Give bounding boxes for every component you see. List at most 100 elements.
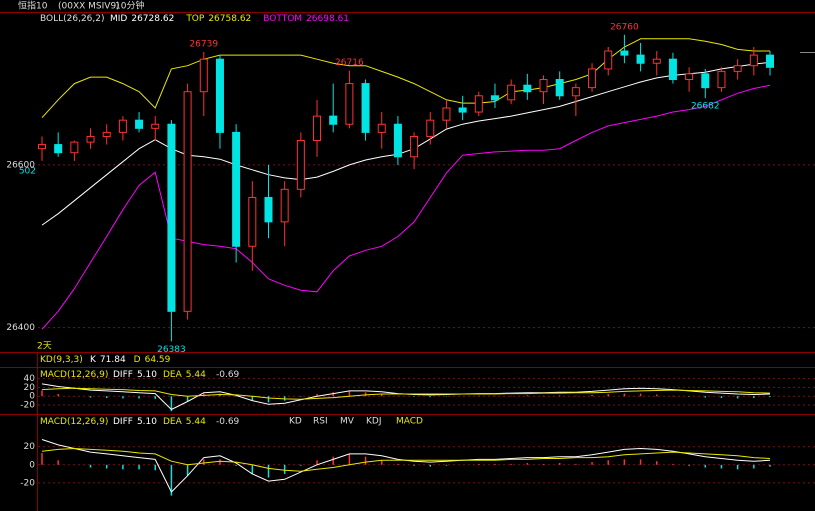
legend-text: TOP	[185, 14, 205, 24]
candle-body	[458, 107, 467, 113]
candle-body	[199, 58, 208, 93]
candle-body	[733, 65, 742, 72]
candle-body	[749, 54, 758, 67]
candle-body	[345, 83, 354, 125]
price-annotation: 26739	[189, 39, 218, 49]
legend-text: MACD(12,26,9)	[40, 370, 108, 380]
legend-entry: D 64.59	[134, 355, 171, 365]
period[interactable]: 10分钟	[115, 0, 144, 12]
candle-body	[588, 68, 597, 89]
legend-entry: DIFF 5.10	[113, 417, 157, 427]
legend-entry: -0.69	[216, 370, 240, 380]
candle-body	[329, 115, 338, 125]
indicator-tab[interactable]: RSI	[313, 417, 328, 427]
y-tick-label: 26600	[6, 160, 35, 170]
candle-body	[248, 196, 257, 247]
legend-entry: DEA 5.44	[163, 417, 206, 427]
macd-line	[41, 447, 771, 472]
candle-body	[620, 50, 629, 56]
candle-body	[701, 73, 710, 89]
candle-body	[571, 87, 580, 97]
candle-body	[668, 58, 677, 81]
y-tick-label: 0	[29, 392, 35, 402]
time-label: 2天	[37, 342, 52, 352]
legend-entry: -0.69	[216, 417, 240, 427]
candle-body	[232, 131, 241, 247]
candle-body	[313, 115, 322, 142]
legend-text: 64.59	[145, 355, 171, 365]
candle-body	[118, 119, 127, 133]
legend-text: 71.84	[100, 355, 126, 365]
candle-body	[685, 73, 694, 81]
symbol[interactable]: 恒指10	[18, 0, 48, 12]
candle-body	[410, 135, 419, 158]
boll-line	[41, 84, 771, 330]
candle-body	[151, 123, 160, 129]
price-annotation: 26760	[610, 22, 639, 32]
price-annotation: 26682	[691, 102, 720, 112]
candle-body	[717, 70, 726, 89]
boll-line	[41, 38, 770, 119]
y-tick-label: 20	[24, 383, 36, 393]
legend-text: DIFF	[113, 417, 133, 427]
legend-text: MACD(12,26,9)	[40, 417, 108, 427]
cursor-price: 502	[19, 167, 36, 177]
candle-body	[490, 95, 499, 101]
candle-body	[604, 50, 613, 70]
candle-body	[167, 123, 176, 312]
symbol-code: (00XX MSIV9)	[58, 2, 120, 12]
boll-line	[41, 61, 771, 226]
legend-text: BOLL(26,26,2)	[40, 14, 105, 24]
legend-text: K	[90, 355, 97, 365]
legend-entry: TOP 26758.62	[185, 14, 251, 24]
candle-body	[264, 196, 273, 223]
indicator-tab[interactable]: KD	[289, 417, 302, 427]
candle-body	[426, 119, 435, 137]
y-tick-label: 20	[24, 442, 36, 452]
legend-entry: BOTTOM 26698.61	[263, 14, 349, 24]
indicator-tab[interactable]: KDJ	[366, 417, 382, 427]
candle-body	[135, 119, 144, 129]
legend-text: 26728.62	[131, 14, 174, 24]
legend-text: DIFF	[113, 370, 133, 380]
candle-body	[183, 91, 192, 312]
candle-body	[507, 84, 516, 101]
legend-text: DEA	[163, 370, 183, 380]
candle-body	[54, 144, 63, 154]
candle-body	[652, 58, 661, 64]
candle-body	[296, 140, 305, 190]
candle-body	[442, 107, 451, 121]
y-tick-label: 26400	[6, 323, 35, 333]
y-tick-label: -20	[20, 478, 35, 488]
legend-text: 26758.62	[208, 14, 251, 24]
legend-text: -0.69	[216, 370, 240, 380]
legend-text: KD(9,3,3)	[40, 355, 83, 365]
candle-body	[102, 131, 111, 137]
legend-text: 5.10	[137, 417, 157, 427]
macd-line	[41, 387, 771, 400]
candle-body	[555, 79, 564, 97]
legend-entry: DIFF 5.10	[113, 370, 157, 380]
candle-body	[86, 135, 95, 143]
legend-text: 5.10	[137, 370, 157, 380]
y-tick-label: 0	[29, 460, 35, 470]
y-tick-label: 40	[24, 374, 36, 384]
indicator-tab[interactable]: MV	[340, 417, 355, 427]
candle-body	[70, 141, 79, 154]
legend-entry: MACD(12,26,9)	[40, 417, 108, 427]
legend-text: 5.44	[186, 370, 206, 380]
candle-body	[377, 123, 386, 133]
price-annotation: 26716	[335, 58, 364, 68]
legend-text: D	[134, 355, 141, 365]
legend-text: -0.69	[216, 417, 240, 427]
candle-body	[215, 58, 224, 133]
indicator-tab[interactable]: MACD	[396, 417, 423, 427]
candle-body	[474, 95, 483, 113]
legend-text: BOTTOM	[263, 14, 302, 24]
candle-body	[393, 123, 402, 158]
legend-entry: MID 26728.62	[110, 14, 174, 24]
candle-body	[280, 188, 289, 223]
legend-entry: MACD(12,26,9)	[40, 370, 108, 380]
